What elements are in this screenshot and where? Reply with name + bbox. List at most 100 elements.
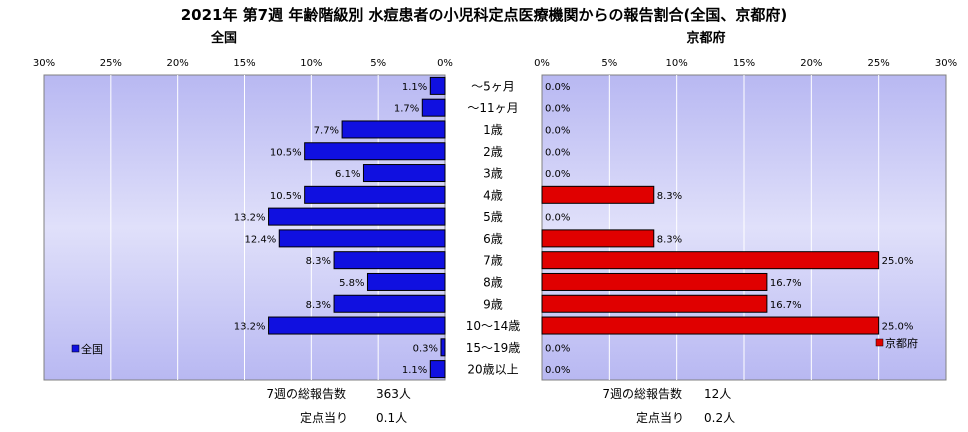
kyoto-x-tick-label: 15% <box>733 58 755 69</box>
national-data-label: 6.1% <box>335 169 360 180</box>
national-data-labels: 1.1% 1.7% 7.7% 10.5% 6.1% 10.5% 13.2% 12.4% 8.3%… <box>234 82 438 376</box>
category-label: 3歳 <box>483 167 503 181</box>
kyoto-data-label: 0.0% <box>545 343 570 354</box>
kyoto-x-tick-label: 30% <box>935 58 957 69</box>
kyoto-bar <box>541 229 655 248</box>
national-data-label: 7.7% <box>314 125 339 136</box>
kyoto-footer: 7週の総報告数 12人 定点当り 0.2人 <box>602 386 735 425</box>
chart-title: 2021年 第7週 年齢階級別 水痘患者の小児科定点医療機関からの報告割合(全国… <box>181 6 788 24</box>
national-bar <box>421 98 446 117</box>
kyoto-data-label: 0.0% <box>545 82 570 93</box>
national-per-label: 定点当り <box>300 410 348 425</box>
national-bars <box>268 76 446 379</box>
national-bar <box>268 316 446 335</box>
kyoto-x-tick-label: 0% <box>534 58 550 69</box>
category-label: 7歳 <box>483 254 503 268</box>
national-data-label: 10.5% <box>270 147 302 158</box>
national-panel-title: 全国 <box>210 30 237 46</box>
national-total-label: 7週の総報告数 <box>266 386 346 401</box>
kyoto-bar <box>541 272 768 291</box>
kyoto-total-label: 7週の総報告数 <box>602 386 682 401</box>
national-bar <box>304 142 446 161</box>
kyoto-x-tick-label: 5% <box>601 58 617 69</box>
national-data-label: 0.3% <box>413 343 438 354</box>
national-x-tick-label: 0% <box>437 58 453 69</box>
kyoto-bar <box>541 185 655 204</box>
national-data-label: 1.1% <box>402 365 427 376</box>
national-x-tick-label: 10% <box>300 58 322 69</box>
kyoto-data-label: 0.0% <box>545 169 570 180</box>
kyoto-bar <box>541 316 880 335</box>
national-x-tick-label: 25% <box>100 58 122 69</box>
kyoto-data-label: 16.7% <box>770 278 802 289</box>
kyoto-legend-label: 京都府 <box>885 336 918 350</box>
kyoto-bar <box>541 294 768 313</box>
category-label: 5歳 <box>483 210 503 224</box>
kyoto-data-label: 0.0% <box>545 125 570 136</box>
national-legend: 全国 <box>71 342 103 356</box>
national-data-label: 8.3% <box>306 300 331 311</box>
kyoto-x-tick-label: 10% <box>666 58 688 69</box>
category-label: ～11ヶ月 <box>467 101 518 115</box>
category-label: 2歳 <box>483 145 503 159</box>
kyoto-data-label: 16.7% <box>770 300 802 311</box>
category-label: 15～19歳 <box>466 341 521 355</box>
kyoto-data-label: 0.0% <box>545 104 570 115</box>
kyoto-data-label: 0.0% <box>545 213 570 224</box>
national-x-ticks: 0% 5% 10% 15% 20% 25% 30% <box>33 58 453 69</box>
kyoto-x-ticks: 0% 5% 10% 15% 20% 25% 30% <box>534 58 957 69</box>
kyoto-per-value: 0.2人 <box>704 411 735 425</box>
national-data-label: 8.3% <box>306 256 331 267</box>
kyoto-plot: 0% 5% 10% 15% 20% 25% 30% 0.0%0.0%0.0%0.0%0.0%… <box>534 58 957 381</box>
national-bar <box>362 164 446 183</box>
kyoto-panel-title: 京都府 <box>686 30 725 46</box>
kyoto-data-label: 0.0% <box>545 147 570 158</box>
kyoto-data-label: 8.3% <box>657 191 682 202</box>
national-bar <box>333 251 446 270</box>
national-data-label: 1.7% <box>394 104 419 115</box>
national-x-tick-label: 5% <box>370 58 386 69</box>
national-legend-swatch <box>71 344 80 353</box>
category-labels: ～5ヶ月 ～11ヶ月 1歳 2歳 3歳 4歳 5歳 6歳 7歳 8歳 9歳 10～14歳 15～19歳 2… <box>466 79 521 376</box>
category-label: 8歳 <box>483 275 503 289</box>
national-bar <box>366 272 446 291</box>
national-data-label: 5.8% <box>339 278 364 289</box>
category-label: 9歳 <box>483 297 503 311</box>
category-label: 20歳以上 <box>467 363 518 377</box>
category-label: 1歳 <box>483 123 503 137</box>
national-bar <box>440 338 446 357</box>
national-data-label: 10.5% <box>270 191 302 202</box>
kyoto-data-labels: 0.0% 0.0% 0.0% 0.0% 0.0% 8.3% 0.0% 8.3% 25.0% 16.… <box>545 82 913 376</box>
national-bar <box>304 185 446 204</box>
kyoto-data-label: 25.0% <box>882 256 914 267</box>
national-plot: 0% 5% 10% 15% 20% 25% 30% 1.1% 1.7% 7.7% 10.5% 6.1… <box>33 58 453 381</box>
national-data-label: 1.1% <box>402 82 427 93</box>
national-bar <box>268 207 446 226</box>
category-label: ～5ヶ月 <box>471 79 515 93</box>
national-total-value: 363人 <box>376 387 411 401</box>
national-bar <box>278 229 446 248</box>
national-data-label: 13.2% <box>234 213 266 224</box>
national-bar <box>333 294 446 313</box>
kyoto-x-tick-label: 25% <box>868 58 890 69</box>
category-label: 10～14歳 <box>466 319 521 333</box>
kyoto-legend: 京都府 <box>875 336 918 350</box>
national-bar <box>429 360 446 379</box>
kyoto-data-label: 0.0% <box>545 365 570 376</box>
kyoto-total-value: 12人 <box>704 387 731 401</box>
national-x-tick-label: 20% <box>167 58 189 69</box>
national-data-label: 12.4% <box>244 234 276 245</box>
kyoto-data-label: 25.0% <box>882 322 914 333</box>
kyoto-bar <box>541 251 880 270</box>
national-data-label: 13.2% <box>234 322 266 333</box>
national-bar <box>429 76 446 95</box>
national-footer: 7週の総報告数 363人 定点当り 0.1人 <box>266 386 411 425</box>
category-label: 6歳 <box>483 232 503 246</box>
national-per-value: 0.1人 <box>376 411 407 425</box>
kyoto-data-label: 8.3% <box>657 234 682 245</box>
kyoto-x-tick-label: 20% <box>800 58 822 69</box>
national-x-tick-label: 15% <box>233 58 255 69</box>
national-legend-label: 全国 <box>81 342 103 356</box>
kyoto-legend-swatch <box>875 338 884 347</box>
